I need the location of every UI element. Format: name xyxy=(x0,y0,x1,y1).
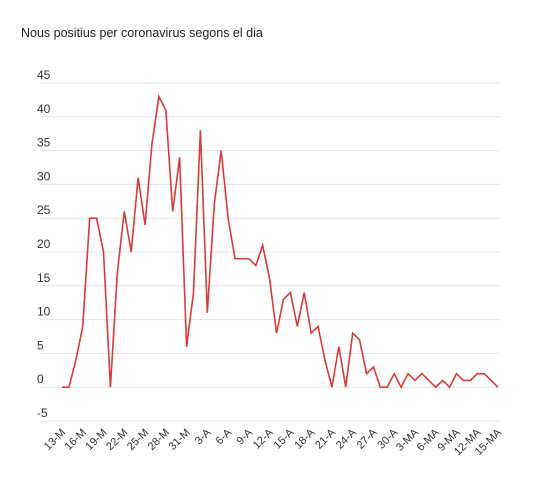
x-tick-label: 15-A xyxy=(272,426,297,451)
x-tick-label: 18-A xyxy=(292,426,317,451)
y-tick-label: 30 xyxy=(37,169,51,183)
x-tick-label: 25-M xyxy=(125,427,151,453)
y-tick-label: 0 xyxy=(37,372,44,386)
y-tick-label: 20 xyxy=(37,237,51,251)
x-tick-label: 19-M xyxy=(83,427,109,453)
x-tick-label: 31-M xyxy=(166,427,192,453)
series-layer xyxy=(62,97,498,388)
x-tick-label: 27-A xyxy=(355,426,380,451)
x-tick-label: 28-M xyxy=(146,427,172,453)
x-tick-label: 3-A xyxy=(193,426,214,447)
y-tick-label: 45 xyxy=(37,68,51,82)
x-tick-label: 6-MA xyxy=(415,426,443,454)
x-tick-label: 21-A xyxy=(313,426,338,451)
y-tick-label: 40 xyxy=(37,102,51,116)
y-tick-label: 10 xyxy=(37,305,51,319)
x-tick-label: 6-A xyxy=(214,426,235,447)
x-tick-label: 12-A xyxy=(251,426,276,451)
x-tick-label: 3-MA xyxy=(394,426,422,454)
y-axis-ticks: -5 0 5 10 15 20 25 30 35 40 45 xyxy=(37,68,51,420)
x-tick-label: 24-A xyxy=(334,426,359,451)
y-tick-label: 15 xyxy=(37,271,51,285)
x-tick-label: 22-M xyxy=(104,427,130,453)
x-tick-label: 13-M xyxy=(42,427,68,453)
y-tick-label: 25 xyxy=(37,203,51,217)
y-tick-label: -5 xyxy=(37,406,48,420)
x-tick-label: 16-M xyxy=(63,427,89,453)
x-axis-ticks: 13-M16-M19-M22-M25-M28-M31-M 3-A 6-A 9-A12-… xyxy=(42,426,505,458)
y-tick-label: 35 xyxy=(37,136,51,150)
y-tick-label: 5 xyxy=(37,338,44,352)
series-line xyxy=(62,97,498,388)
